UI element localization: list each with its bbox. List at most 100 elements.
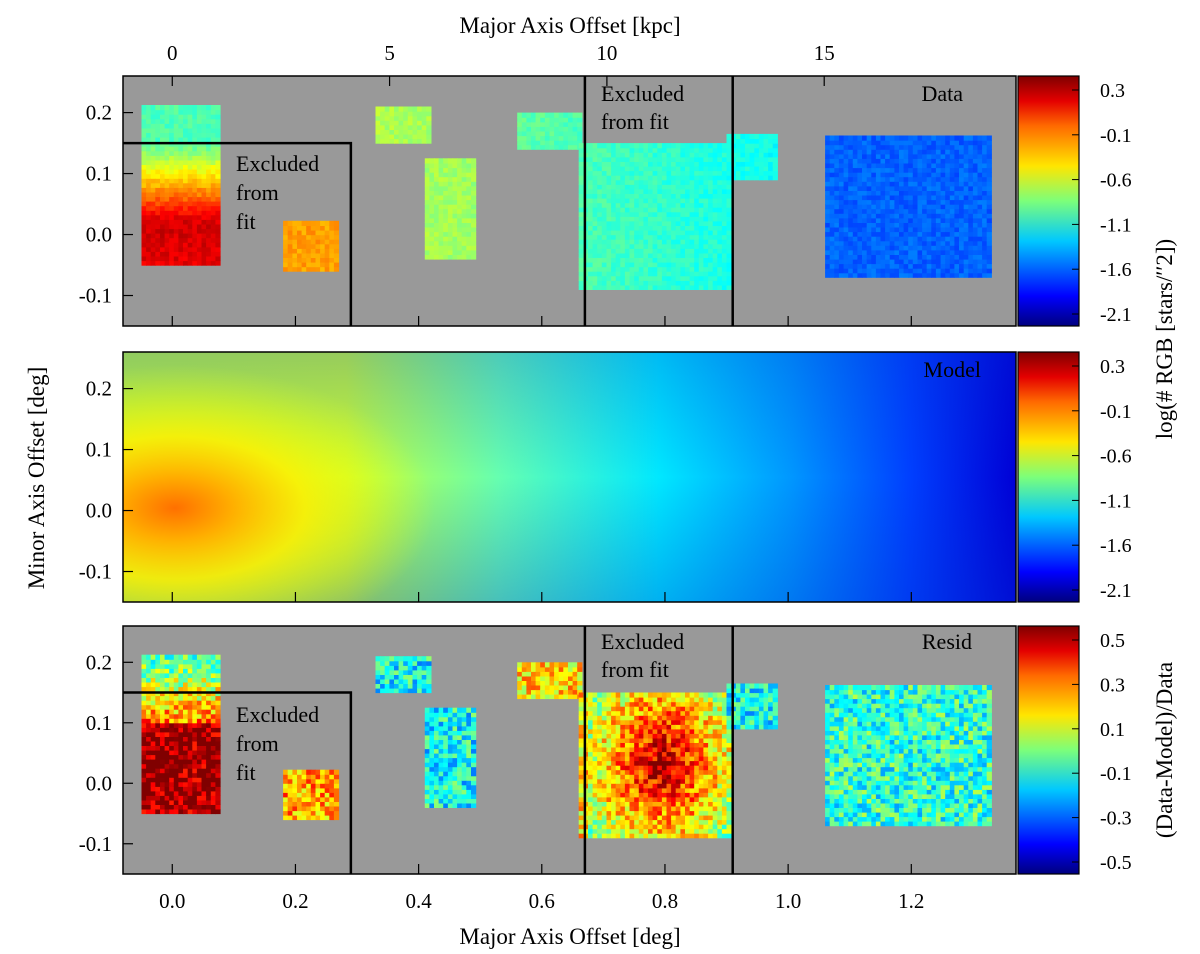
field-pixel xyxy=(675,175,681,181)
field-pixel xyxy=(206,223,212,230)
field-pixel xyxy=(173,654,179,660)
field-pixel xyxy=(615,239,621,245)
field-pixel xyxy=(829,172,835,178)
field-pixel xyxy=(675,161,681,167)
field-pixel xyxy=(866,153,872,159)
field-pixel xyxy=(461,725,467,731)
field-pixel xyxy=(521,662,527,668)
field-pixel xyxy=(615,152,621,158)
field-pixel xyxy=(192,763,198,769)
field-pixel xyxy=(333,769,340,775)
field-pixel xyxy=(615,701,621,707)
field-pixel xyxy=(306,769,312,775)
field-pixel xyxy=(875,245,882,251)
field-pixel xyxy=(466,236,472,242)
field-pixel xyxy=(452,217,458,223)
field-pixel xyxy=(754,147,760,153)
field-pixel xyxy=(834,144,840,150)
field-pixel xyxy=(885,176,891,182)
field-pixel xyxy=(375,133,381,140)
field-pixel xyxy=(424,725,430,731)
field-pixel xyxy=(535,689,541,695)
field-pixel xyxy=(982,213,988,219)
field-pixel xyxy=(577,121,583,127)
field-pixel xyxy=(694,275,700,281)
field-pixel xyxy=(954,140,960,146)
field-pixel xyxy=(577,126,583,132)
field-pixel xyxy=(615,824,621,830)
field-pixel xyxy=(903,167,909,173)
field-pixel xyxy=(986,158,992,164)
field-pixel xyxy=(324,810,330,816)
field-pixel xyxy=(843,199,849,205)
field-pixel xyxy=(146,700,152,706)
field-pixel xyxy=(417,683,423,689)
field-pixel xyxy=(825,240,831,246)
field-pixel xyxy=(708,188,714,194)
field-pixel xyxy=(588,706,594,712)
field-pixel xyxy=(178,731,184,737)
field-pixel xyxy=(160,718,166,724)
field-pixel xyxy=(554,671,560,677)
field-pixel xyxy=(141,672,147,678)
field-pixel xyxy=(210,205,216,211)
field-pixel xyxy=(160,118,166,124)
field-pixel xyxy=(150,150,156,156)
field-pixel xyxy=(615,280,621,286)
field-pixel xyxy=(283,778,289,784)
field-pixel xyxy=(857,217,863,223)
field-pixel xyxy=(615,234,621,240)
field-pixel xyxy=(615,225,621,231)
field-pixel xyxy=(634,143,640,149)
field-pixel xyxy=(875,268,882,274)
field-pixel xyxy=(611,284,617,290)
field-pixel xyxy=(150,709,156,715)
field-pixel xyxy=(417,138,423,144)
field-pixel xyxy=(601,184,607,190)
field-pixel xyxy=(297,787,303,793)
field-pixel xyxy=(577,140,583,146)
field-pixel xyxy=(169,251,175,257)
field-pixel xyxy=(740,175,746,181)
field-pixel xyxy=(912,162,918,169)
field-pixel xyxy=(329,230,335,236)
field-pixel xyxy=(447,158,454,164)
field-pixel xyxy=(424,217,430,223)
field-pixel xyxy=(517,117,523,123)
field-pixel xyxy=(648,239,654,245)
field-pixel xyxy=(871,249,877,255)
field-pixel xyxy=(857,190,863,196)
field-pixel xyxy=(917,149,923,155)
field-pixel xyxy=(201,132,207,138)
field-pixel xyxy=(461,739,467,745)
field-pixel xyxy=(426,688,432,694)
field-pixel xyxy=(708,225,714,231)
field-pixel xyxy=(972,158,979,164)
field-pixel xyxy=(601,787,607,793)
field-pixel xyxy=(949,245,955,251)
field-pixel xyxy=(578,810,584,816)
field-pixel xyxy=(643,143,649,149)
field-pixel xyxy=(173,731,179,737)
field-pixel xyxy=(721,179,728,185)
field-pixel xyxy=(982,263,988,269)
field-pixel xyxy=(652,165,658,172)
field-pixel xyxy=(192,695,198,701)
field-pixel xyxy=(862,140,868,146)
field-pixel xyxy=(894,226,900,233)
field-pixel xyxy=(155,672,161,678)
field-pixel xyxy=(885,272,891,278)
field-pixel xyxy=(885,208,891,214)
field-pixel xyxy=(549,694,555,700)
field-pixel xyxy=(875,167,882,173)
field-pixel xyxy=(829,226,835,233)
field-pixel xyxy=(592,701,598,707)
field-pixel xyxy=(578,733,584,739)
field-pixel xyxy=(173,214,179,220)
field-pixel xyxy=(429,194,435,201)
field-pixel xyxy=(624,188,631,194)
field-pixel xyxy=(838,272,845,278)
field-pixel xyxy=(643,266,649,272)
field-pixel xyxy=(544,135,551,141)
field-pixel xyxy=(949,226,955,233)
